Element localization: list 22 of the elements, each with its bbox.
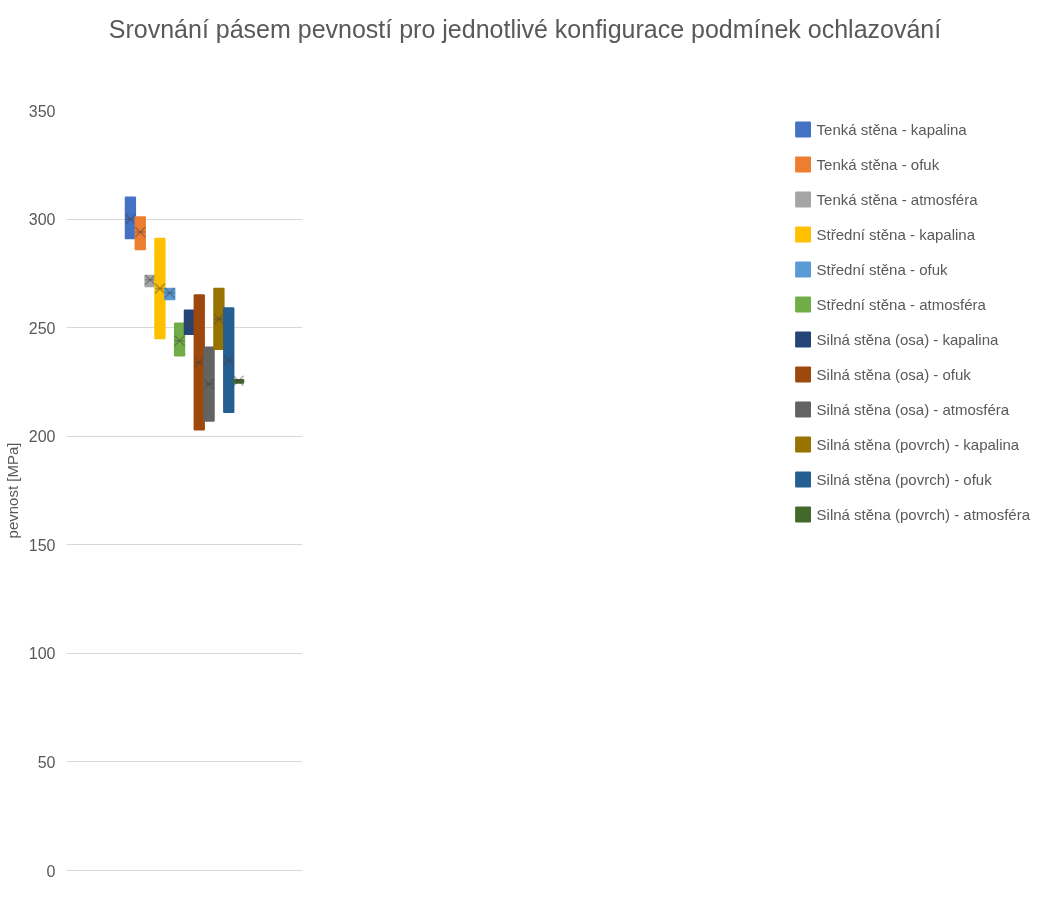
y-axis-title: pevnost [MPa] [3, 442, 21, 539]
y-tick-label: 200 [28, 428, 56, 446]
y-tick-label: 300 [28, 211, 56, 229]
y-tick-label: 50 [37, 753, 56, 771]
y-tick-label: 250 [28, 319, 56, 337]
legend-label: Silná stěna (osa) - ofuk [816, 365, 971, 383]
legend-label: Silná stěna (povrch) - ofuk [816, 470, 992, 488]
y-tick-label: 150 [28, 536, 56, 554]
legend-label: Silná stěna (povrch) - atmosféra [816, 505, 1030, 523]
legend-label: Tenká stěna - atmosféra [816, 190, 978, 208]
legend-label: Silná stěna (povrch) - kapalina [816, 435, 1020, 453]
legend-label: Silná stěna (osa) - atmosféra [816, 400, 1010, 418]
legend-label: Střední stěna - atmosféra [816, 295, 986, 313]
legend-label: Střední stěna - ofuk [816, 260, 948, 278]
text: Srovnání pásem pevností pro jednotlivé konfigurace podmínek ochlazování [108, 14, 942, 45]
y-tick-label: 100 [28, 645, 56, 663]
y-tick-label: 0 [46, 862, 56, 880]
legend-label: Tenká stěna - ofuk [816, 155, 940, 173]
legend-label: Střední stěna - kapalina [816, 225, 976, 243]
legend-label: Silná stěna (osa) - kapalina [816, 330, 999, 348]
y-tick-label: 350 [28, 102, 56, 120]
legend-label: Tenká stěna - kapalina [816, 120, 967, 138]
